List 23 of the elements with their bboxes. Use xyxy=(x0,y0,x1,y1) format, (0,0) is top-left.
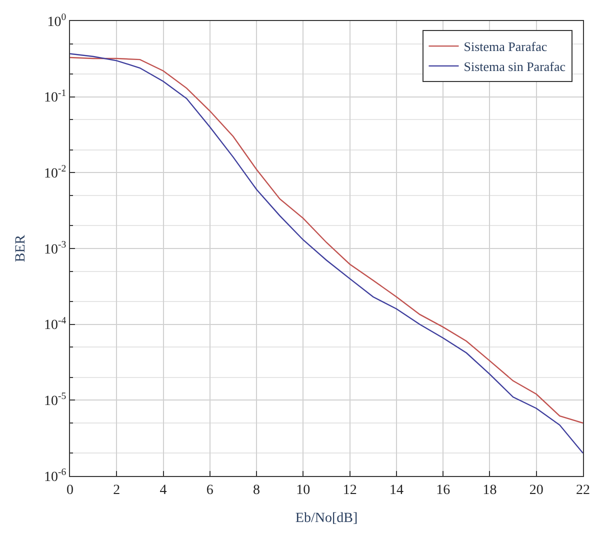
x-tick-label: 10 xyxy=(296,482,310,498)
x-tick-label: 16 xyxy=(436,482,450,498)
y-axis-title: BER xyxy=(14,234,29,262)
x-tick-label: 18 xyxy=(482,482,497,498)
y-tick-label: 10$^{-4}$ xyxy=(44,315,66,334)
y-tick-label: 10$^{-6}$ xyxy=(44,467,66,485)
x-tick-label: 2 xyxy=(113,482,120,498)
x-tick-label: 20 xyxy=(529,482,544,498)
legend-label: Sistema Parafac xyxy=(464,39,548,54)
y-tick-label: 10$^{-2}$ xyxy=(44,164,66,182)
y-tick-label: 10$^{0}$ xyxy=(47,12,66,30)
x-tick-label: 14 xyxy=(389,482,404,498)
x-tick-label: 4 xyxy=(160,482,167,498)
y-tick-label: 10$^{-5}$ xyxy=(44,391,66,410)
x-tick-label: 0 xyxy=(66,482,74,498)
y-tick-label: 10$^{-1}$ xyxy=(44,88,66,106)
x-tick-label: 6 xyxy=(206,482,214,498)
x-tick-label: 12 xyxy=(342,482,357,498)
x-tick-label: 8 xyxy=(253,482,260,498)
legend-label: Sistema sin Parafac xyxy=(464,59,566,74)
y-tick-label: 10$^{-3}$ xyxy=(44,240,66,258)
x-axis-title: Eb/No[dB] xyxy=(295,511,358,526)
x-tick-label: 22 xyxy=(576,482,590,498)
